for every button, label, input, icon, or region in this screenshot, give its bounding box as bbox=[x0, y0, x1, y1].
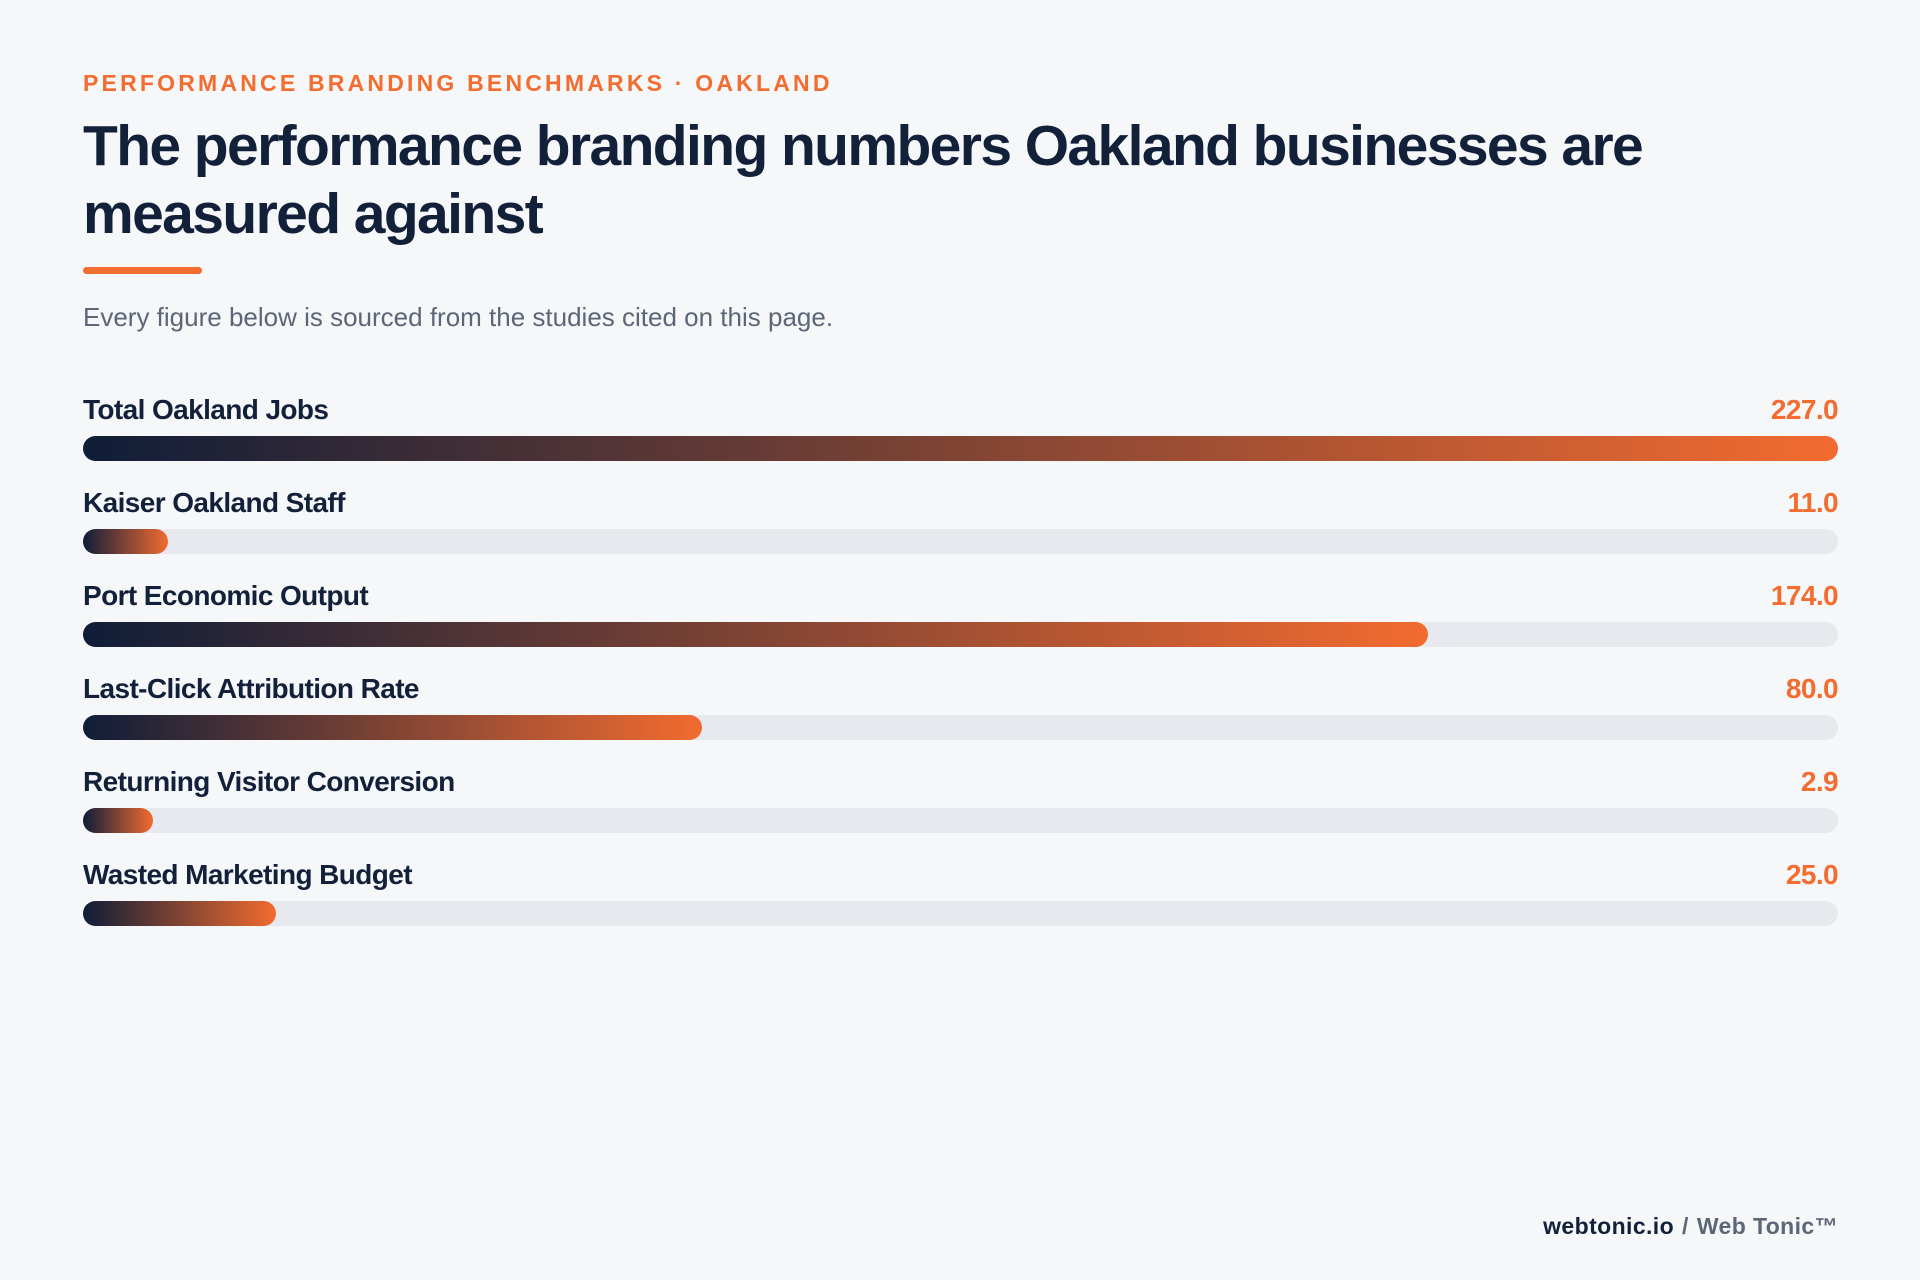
bar-label: Port Economic Output bbox=[83, 580, 369, 611]
footer: webtonic.io / Web Tonic™ bbox=[1543, 1213, 1838, 1240]
bar-track bbox=[83, 436, 1838, 461]
bar-track bbox=[83, 529, 1838, 554]
bar-fill bbox=[83, 529, 169, 554]
bar-chart: Total Oakland Jobs 227.0 Kaiser Oakland St… bbox=[83, 390, 1839, 948]
bar-row: Port Economic Output 174.0 bbox=[83, 576, 1839, 669]
bar-fill bbox=[83, 436, 1838, 461]
bar-track bbox=[83, 715, 1838, 740]
bar-fill bbox=[83, 808, 153, 833]
bar-label: Kaiser Oakland Staff bbox=[83, 487, 345, 518]
bar-fill bbox=[83, 622, 1429, 647]
bar-value-label: 174.0 bbox=[1770, 580, 1839, 611]
bar-label: Returning Visitor Conversion bbox=[83, 766, 455, 797]
bar-value-label: 2.9 bbox=[1800, 766, 1839, 797]
footer-separator: / bbox=[1682, 1213, 1689, 1239]
accent-rule bbox=[83, 267, 202, 274]
footer-brand: Web Tonic™ bbox=[1696, 1213, 1838, 1239]
bar-value-label: 80.0 bbox=[1785, 673, 1839, 704]
bar-row: Wasted Marketing Budget 25.0 bbox=[83, 855, 1839, 948]
footer-domain[interactable]: webtonic.io bbox=[1543, 1213, 1675, 1239]
page-title: The performance branding numbers Oakland… bbox=[83, 114, 1644, 246]
bar-track bbox=[83, 901, 1838, 926]
bar-label: Total Oakland Jobs bbox=[83, 394, 329, 425]
bar-track bbox=[83, 622, 1838, 647]
bar-row: Total Oakland Jobs 227.0 bbox=[83, 390, 1839, 483]
bar-track bbox=[83, 808, 1838, 833]
bar-fill bbox=[83, 901, 277, 926]
bar-value-label: 11.0 bbox=[1787, 487, 1838, 518]
bar-label: Wasted Marketing Budget bbox=[83, 859, 413, 890]
bar-value-label: 25.0 bbox=[1785, 859, 1839, 890]
bar-value-label: 227.0 bbox=[1770, 394, 1839, 425]
subtitle: Every figure below is sourced from the s… bbox=[83, 302, 834, 332]
bar-fill bbox=[83, 715, 702, 740]
eyebrow: PERFORMANCE BRANDING BENCHMARKS · OAKLAN… bbox=[83, 70, 833, 96]
bar-label: Last-Click Attribution Rate bbox=[83, 673, 420, 704]
page: PERFORMANCE BRANDING BENCHMARKS · OAKLAN… bbox=[83, 0, 1839, 1280]
bar-row: Returning Visitor Conversion 2.9 bbox=[83, 762, 1839, 855]
bar-row: Last-Click Attribution Rate 80.0 bbox=[83, 669, 1839, 762]
bar-row: Kaiser Oakland Staff 11.0 bbox=[83, 483, 1839, 576]
